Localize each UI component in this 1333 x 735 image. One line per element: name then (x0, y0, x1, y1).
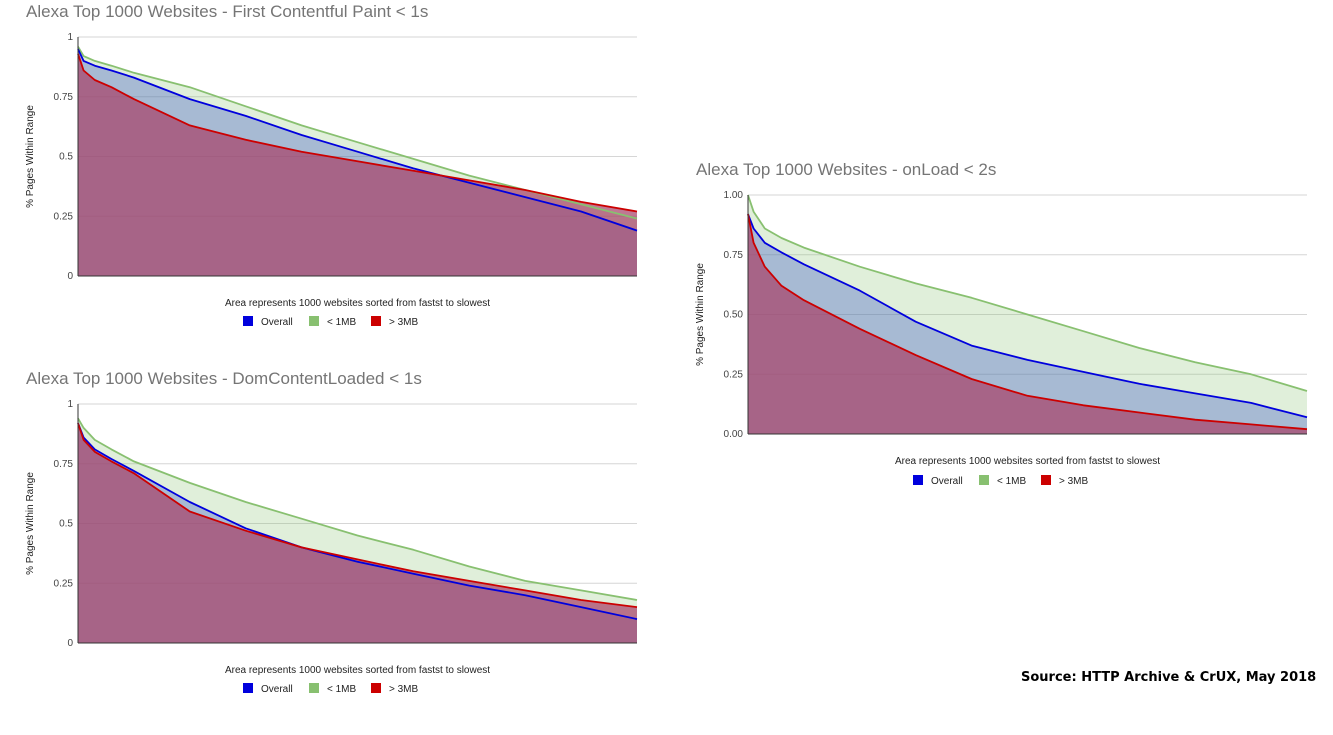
chart-2-legend-label-overall: Overall (261, 684, 293, 695)
chart-2-y-tick-label: 1 (67, 399, 73, 410)
chart-2-y-tick-label: 0.75 (54, 459, 74, 470)
chart-1-y-axis-label: % Pages Within Range (25, 105, 36, 208)
chart-3-title: Alexa Top 1000 Websites - onLoad < 2s (696, 160, 996, 179)
chart-2-title: Alexa Top 1000 Websites - DomContentLoad… (26, 369, 422, 388)
chart-1-y-tick-label: 0.25 (54, 211, 74, 222)
chart-3-y-axis-label: % Pages Within Range (695, 263, 706, 366)
chart-2-line-small (77, 417, 638, 601)
chart-2-area-large (78, 423, 637, 643)
chart-1-y-tick-label: 0 (67, 271, 73, 282)
chart-3-y-tick-label: 0.50 (724, 310, 744, 321)
chart-2-legend-swatch-small (309, 683, 319, 693)
chart-3-line-large (747, 213, 1308, 431)
chart-3-x-axis-label: Area represents 1000 websites sorted fro… (895, 456, 1160, 467)
chart-2-legend-label-large: > 3MB (389, 684, 419, 695)
chart-3-legend-label-overall: Overall (931, 476, 963, 487)
chart-1-title: Alexa Top 1000 Websites - First Contentf… (26, 2, 428, 21)
chart-2-y-tick-label: 0.5 (59, 519, 73, 530)
chart-2-legend-label-small: < 1MB (327, 684, 357, 695)
chart-3-area-large (748, 214, 1307, 434)
chart-2-y-tick-label: 0.25 (54, 578, 74, 589)
chart-2-y-axis-label: % Pages Within Range (25, 472, 36, 575)
chart-1-y-tick-label: 0.5 (59, 152, 73, 163)
chart-3-legend-label-small: < 1MB (997, 476, 1027, 487)
chart-1-legend-label-small: < 1MB (327, 317, 357, 328)
chart-1-legend-swatch-small (309, 316, 319, 326)
chart-3-legend-swatch-large (1041, 475, 1051, 485)
chart-2-y-tick-label: 0 (67, 638, 73, 649)
chart-1-y-tick-label: 1 (67, 32, 73, 43)
chart-3-y-tick-label: 1.00 (724, 190, 744, 201)
source-note: Source: HTTP Archive & CrUX, May 2018 (1021, 670, 1317, 685)
chart-1-x-axis-label: Area represents 1000 websites sorted fro… (225, 298, 490, 309)
chart-2-legend-swatch-overall (243, 683, 253, 693)
chart-3-legend-label-large: > 3MB (1059, 476, 1089, 487)
chart-1-area-large (78, 53, 637, 277)
chart-1-legend-swatch-large (371, 316, 381, 326)
chart-2-x-axis-label: Area represents 1000 websites sorted fro… (225, 665, 490, 676)
chart-3-legend-swatch-overall (913, 475, 923, 485)
chart-3-y-tick-label: 0.25 (724, 369, 744, 380)
chart-2-legend-swatch-large (371, 683, 381, 693)
chart-1-line-overall (77, 48, 638, 232)
chart-3-y-tick-label: 0.75 (724, 250, 744, 261)
chart-2-line-overall (77, 422, 638, 620)
chart-3-legend-swatch-small (979, 475, 989, 485)
chart-3-y-tick-label: 0.00 (724, 429, 744, 440)
chart-2-line-large (77, 422, 638, 608)
chart-1-legend-swatch-overall (243, 316, 253, 326)
chart-1-line-large (77, 53, 638, 213)
chart-1-legend-label-large: > 3MB (389, 317, 419, 328)
chart-3-line-small (747, 194, 1308, 392)
chart-3-line-overall (747, 213, 1308, 419)
chart-1-y-tick-label: 0.75 (54, 92, 74, 103)
chart-1-legend-label-overall: Overall (261, 317, 293, 328)
